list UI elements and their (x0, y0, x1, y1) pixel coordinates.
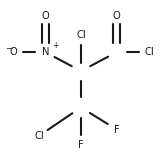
Text: O: O (41, 11, 49, 21)
Text: O: O (9, 47, 17, 57)
Text: F: F (78, 140, 84, 150)
Text: O: O (113, 11, 121, 21)
Text: Cl: Cl (34, 131, 44, 141)
Text: −: − (5, 44, 13, 53)
Text: N: N (42, 47, 49, 57)
Text: F: F (114, 125, 120, 135)
Text: Cl: Cl (144, 47, 154, 57)
Text: Cl: Cl (76, 30, 86, 40)
Text: +: + (53, 41, 59, 49)
